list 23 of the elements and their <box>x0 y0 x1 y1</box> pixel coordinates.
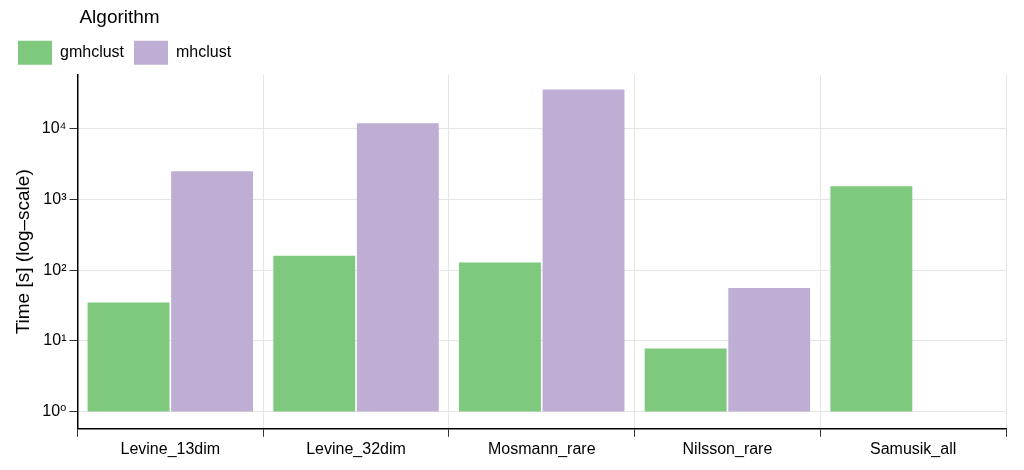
x-tick-label: Mosmann_rare <box>487 439 596 458</box>
y-tick-label: 10³ <box>43 189 68 207</box>
bar <box>644 348 727 412</box>
x-tick-label: Levine_13dim <box>120 439 221 458</box>
y-tick-label: 10⁰ <box>42 401 67 419</box>
legend-title: Algorithm <box>79 5 160 27</box>
bar <box>356 123 439 412</box>
y-axis-title: Time [s] (log–scale) <box>11 169 33 335</box>
y-tick-label: 10⁴ <box>41 119 67 137</box>
bar <box>830 186 913 412</box>
y-tick-label: 10² <box>43 260 68 278</box>
x-tick-label: Nilsson_rare <box>682 439 773 458</box>
bar <box>87 302 170 412</box>
legend-label: mhclust <box>176 43 232 61</box>
x-tick-label: Levine_32dim <box>306 439 406 458</box>
bar <box>273 255 356 412</box>
y-tick-label: 10¹ <box>43 331 67 349</box>
x-tick-label: Samusik_all <box>870 439 957 458</box>
bar <box>459 262 541 412</box>
legend-label: gmhclust <box>60 43 125 61</box>
bar <box>542 89 625 412</box>
bar <box>171 171 254 412</box>
bar <box>728 287 811 412</box>
